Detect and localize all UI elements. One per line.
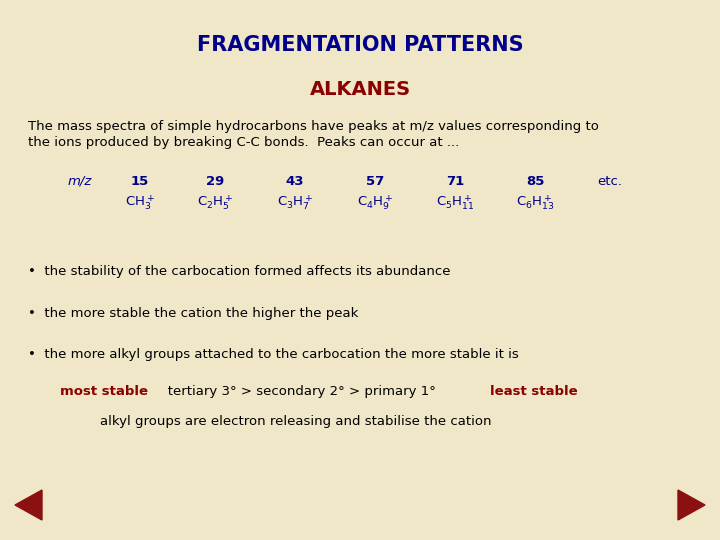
Text: •  the more alkyl groups attached to the carbocation the more stable it is: • the more alkyl groups attached to the … bbox=[28, 348, 518, 361]
Text: $\mathregular{C_6H_{13}^+}$: $\mathregular{C_6H_{13}^+}$ bbox=[516, 193, 554, 212]
Text: $\mathregular{C_2H_5^+}$: $\mathregular{C_2H_5^+}$ bbox=[197, 193, 233, 212]
Text: alkyl groups are electron releasing and stabilise the cation: alkyl groups are electron releasing and … bbox=[100, 415, 492, 428]
Text: least stable: least stable bbox=[490, 385, 577, 398]
Text: $\mathregular{C_3H_7^+}$: $\mathregular{C_3H_7^+}$ bbox=[277, 193, 313, 212]
Text: most stable: most stable bbox=[60, 385, 148, 398]
Text: 85: 85 bbox=[526, 175, 544, 188]
Text: •  the stability of the carbocation formed affects its abundance: • the stability of the carbocation forme… bbox=[28, 265, 451, 278]
Text: tertiary 3° > secondary 2° > primary 1°: tertiary 3° > secondary 2° > primary 1° bbox=[155, 385, 449, 398]
Text: the ions produced by breaking C-C bonds.  Peaks can occur at ...: the ions produced by breaking C-C bonds.… bbox=[28, 136, 459, 149]
Text: 57: 57 bbox=[366, 175, 384, 188]
Text: ALKANES: ALKANES bbox=[310, 80, 410, 99]
Text: 71: 71 bbox=[446, 175, 464, 188]
Text: FRAGMENTATION PATTERNS: FRAGMENTATION PATTERNS bbox=[197, 35, 523, 55]
Text: $\mathregular{CH_3^+}$: $\mathregular{CH_3^+}$ bbox=[125, 193, 155, 212]
Text: The mass spectra of simple hydrocarbons have peaks at m/z values corresponding t: The mass spectra of simple hydrocarbons … bbox=[28, 120, 599, 133]
Text: $\mathregular{C_5H_{11}^+}$: $\mathregular{C_5H_{11}^+}$ bbox=[436, 193, 474, 212]
Text: etc.: etc. bbox=[598, 175, 623, 188]
Text: $\mathregular{C_4H_9^+}$: $\mathregular{C_4H_9^+}$ bbox=[357, 193, 393, 212]
Text: m/z: m/z bbox=[68, 175, 92, 188]
Text: 43: 43 bbox=[286, 175, 305, 188]
Text: 15: 15 bbox=[131, 175, 149, 188]
Polygon shape bbox=[15, 490, 42, 520]
Text: 29: 29 bbox=[206, 175, 224, 188]
Text: •  the more stable the cation the higher the peak: • the more stable the cation the higher … bbox=[28, 307, 359, 320]
Polygon shape bbox=[678, 490, 705, 520]
